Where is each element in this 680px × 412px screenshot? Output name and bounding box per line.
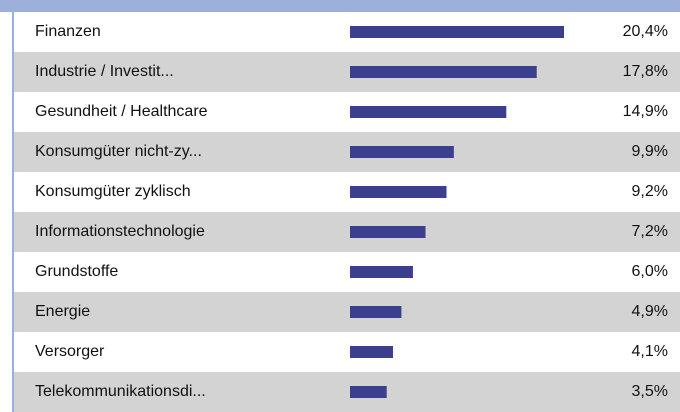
bar [350, 146, 454, 158]
row-background [14, 372, 680, 412]
category-label: Telekommunikationsdi... [35, 383, 206, 400]
category-label: Versorger [35, 343, 105, 360]
bar [350, 26, 564, 38]
category-label: Gesundheit / Healthcare [35, 103, 208, 120]
value-label: 20,4% [623, 23, 668, 40]
bar [350, 386, 387, 398]
bar [350, 306, 402, 318]
row-background [14, 52, 680, 92]
category-label: Industrie / Investit... [35, 63, 174, 80]
value-label: 9,9% [632, 143, 668, 160]
value-label: 4,9% [632, 303, 668, 320]
left-border [12, 12, 14, 412]
row-background [14, 332, 680, 372]
bar [350, 106, 507, 118]
category-label: Grundstoffe [35, 263, 118, 280]
value-label: 14,9% [623, 103, 668, 120]
bar [350, 226, 426, 238]
row-background [14, 292, 680, 332]
header-strip [0, 0, 680, 12]
bar [350, 266, 413, 278]
bar [350, 66, 537, 78]
row-background [14, 172, 680, 212]
category-label: Finanzen [35, 23, 101, 40]
row-background [14, 12, 680, 52]
category-label: Konsumgüter nicht-zy... [35, 143, 202, 160]
bar [350, 346, 394, 358]
category-label: Informationstechnologie [35, 223, 205, 240]
value-label: 3,5% [632, 383, 668, 400]
row-background [14, 212, 680, 252]
bar [350, 186, 447, 198]
value-label: 17,8% [623, 63, 668, 80]
row-background [14, 252, 680, 292]
row-background [14, 132, 680, 172]
value-label: 9,2% [632, 183, 668, 200]
value-label: 7,2% [632, 223, 668, 240]
value-label: 4,1% [632, 343, 668, 360]
row-background [14, 92, 680, 132]
category-label: Konsumgüter zyklisch [35, 183, 191, 200]
value-label: 6,0% [632, 263, 668, 280]
category-label: Energie [35, 303, 90, 320]
